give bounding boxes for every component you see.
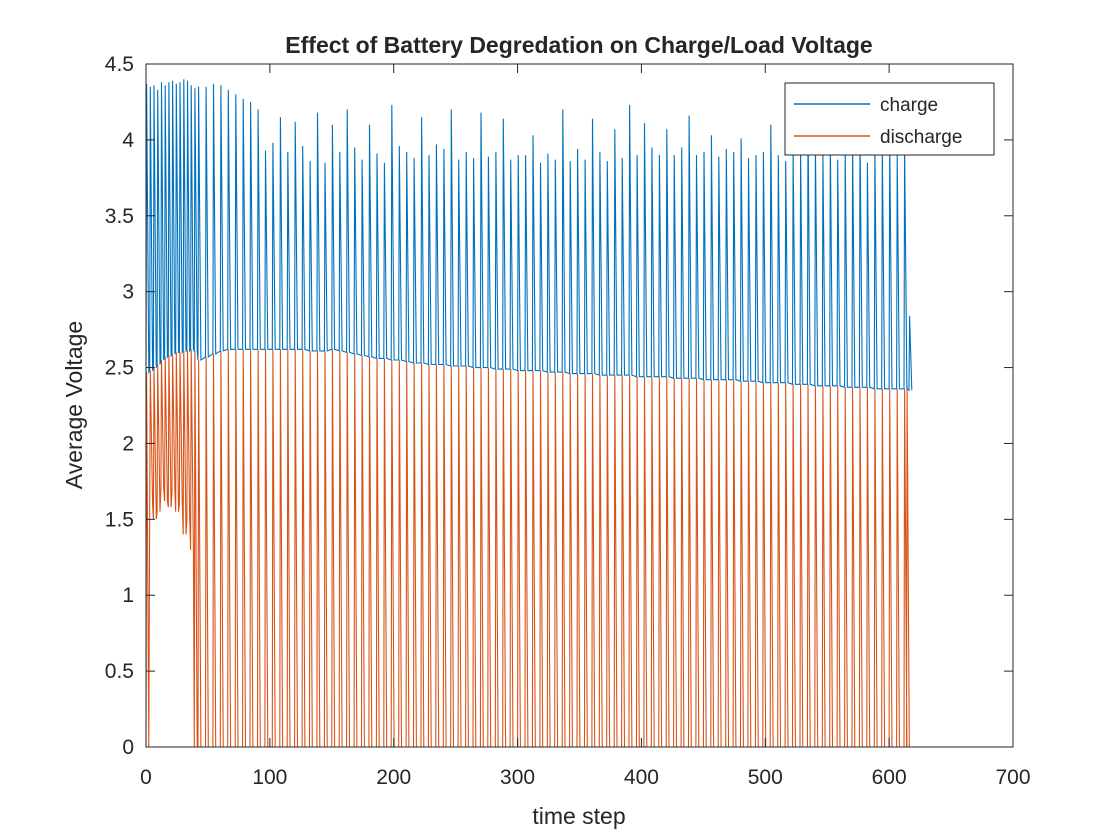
y-tick-label: 4.5 [105, 53, 134, 76]
y-tick-label: 0 [122, 736, 134, 759]
axes-box [145, 63, 1014, 748]
y-tick-label: 2.5 [105, 357, 134, 380]
x-tick-label: 300 [500, 766, 535, 789]
x-tick-label: 500 [748, 766, 783, 789]
y-tick-label: 3.5 [105, 205, 134, 228]
y-axis: 0 0.5 1 1.5 2 2.5 3 3.5 4 4.5 [105, 53, 1013, 759]
y-tick-label: 1 [122, 584, 134, 607]
y-tick-label: 3 [122, 281, 134, 304]
y-tick-label: 2 [122, 432, 134, 455]
x-axis: 0 100 200 300 400 500 600 700 [140, 64, 1031, 789]
y-tick-label: 4 [122, 129, 134, 152]
x-tick-label: 0 [140, 766, 152, 789]
x-axis-label: time step [532, 803, 625, 829]
discharge-series [145, 349, 910, 748]
y-axis-label: Average Voltage [61, 321, 87, 489]
chart-title: Effect of Battery Degredation on Charge/… [285, 32, 872, 58]
x-tick-label: 700 [995, 766, 1030, 789]
legend-label-discharge: discharge [880, 127, 962, 148]
legend: charge discharge [784, 82, 995, 156]
charge-line [145, 79, 913, 392]
x-tick-label: 600 [872, 766, 907, 789]
y-tick-label: 0.5 [105, 660, 134, 683]
x-tick-label: 200 [376, 766, 411, 789]
charge-series [145, 79, 913, 392]
y-tick-label: 1.5 [105, 508, 134, 531]
legend-label-charge: charge [880, 95, 938, 116]
discharge-line [145, 349, 910, 748]
x-tick-label: 100 [252, 766, 287, 789]
x-tick-label: 400 [624, 766, 659, 789]
legend-box [784, 82, 995, 156]
